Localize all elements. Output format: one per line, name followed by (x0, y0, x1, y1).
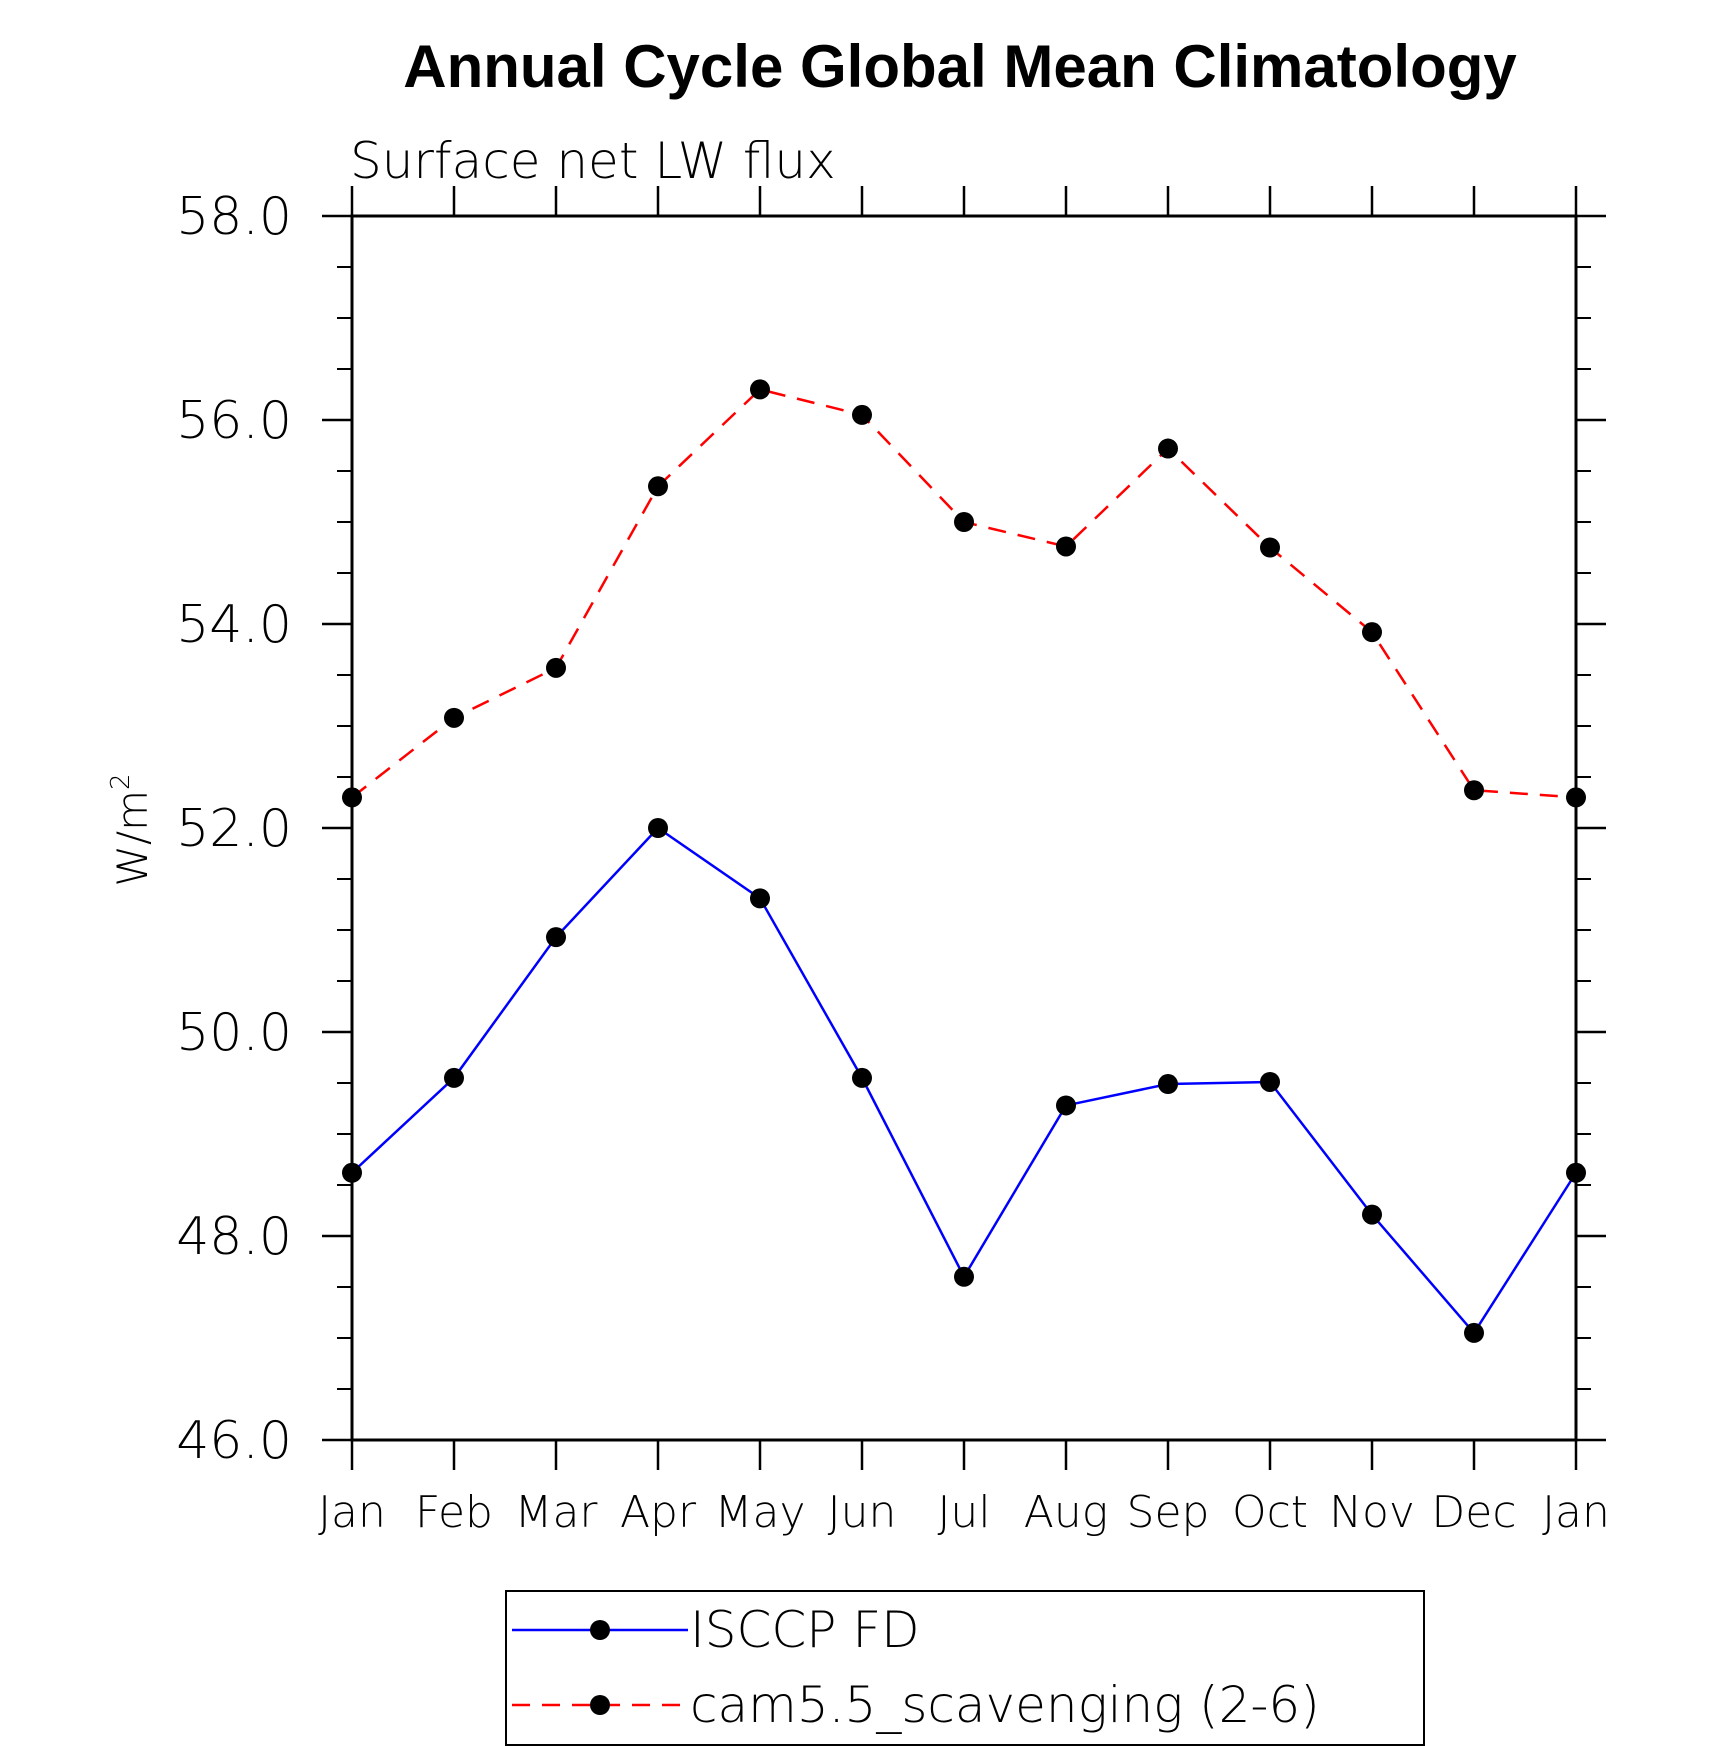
chart-title: Annual Cycle Global Mean Climatology (403, 33, 1517, 100)
series-0-point (852, 1067, 872, 1088)
series-0-point (1362, 1204, 1382, 1225)
series-1-point (1362, 622, 1382, 643)
x-tick-label: Apr (620, 1487, 697, 1538)
y-axis-label-text: W/m (108, 790, 157, 887)
x-tick-label: Jun (828, 1487, 897, 1538)
series-0-point (954, 1266, 974, 1287)
series-1-point (750, 379, 770, 400)
y-axis-label-superscript: 2 (106, 773, 136, 790)
series-0-point (1566, 1162, 1586, 1183)
x-tick-label: Jan (1542, 1487, 1610, 1538)
svg-text:W/m2: W/m2 (106, 773, 157, 886)
series-1-point (1260, 537, 1280, 558)
series-1-point (648, 476, 668, 497)
x-tick-label: May (715, 1487, 806, 1538)
series-0-point (1158, 1074, 1178, 1095)
y-tick-label: 56.0 (176, 391, 292, 451)
chart-subtitle: Surface net LW flux (350, 132, 836, 190)
y-tick-label: 46.0 (176, 1411, 292, 1471)
series-0-point (546, 927, 566, 948)
legend-box (505, 1590, 1425, 1746)
legend-marker-isccp (590, 1620, 610, 1640)
series-1-point (954, 512, 974, 532)
axes (322, 186, 1606, 1470)
series-1-point (1464, 780, 1484, 801)
series-line-1 (351, 388, 1577, 799)
series-1-point (444, 707, 464, 728)
legend-marker-cam (590, 1695, 610, 1715)
legend: ISCCP FD cam5.5_scavenging (2-6) (505, 1590, 1425, 1746)
x-tick-label: Jul (937, 1487, 990, 1538)
series-layer (342, 379, 1586, 1343)
series-0-point (750, 888, 770, 909)
series-1-point (1158, 438, 1178, 459)
x-tick-label: Feb (415, 1487, 493, 1538)
y-tick-label: 54.0 (176, 595, 292, 655)
x-tick-label: Mar (514, 1487, 598, 1538)
tick-labels: Jan Feb Mar Apr May Jun Jul Aug Sep Oct Nov Dec Jan 4… (176, 187, 1610, 1538)
x-tick-label: Sep (1127, 1487, 1210, 1538)
series-0-point (444, 1067, 464, 1088)
y-tick-label: 48.0 (176, 1207, 292, 1267)
series-1-point (342, 787, 362, 808)
x-tick-label: Aug (1024, 1487, 1108, 1538)
series-1-point (852, 404, 872, 425)
x-tick-label: Nov (1329, 1487, 1415, 1538)
series-0-point (648, 818, 668, 838)
series-0-point (342, 1162, 362, 1183)
legend-label-cam: cam5.5_scavenging (2-6) (690, 1676, 1320, 1734)
legend-label-isccp: ISCCP FD (690, 1601, 920, 1659)
y-axis-label: W/m2 (106, 773, 157, 886)
series-0-point (1056, 1095, 1076, 1116)
series-1-point (1566, 787, 1586, 808)
series-1-point (1056, 536, 1076, 557)
x-tick-label: Jan (318, 1487, 386, 1538)
series-0-point (1260, 1071, 1280, 1092)
y-tick-label: 52.0 (176, 799, 292, 859)
plot-frame (350, 214, 1578, 1442)
y-tick-label: 58.0 (176, 187, 292, 247)
series-0-point (1464, 1322, 1484, 1343)
series-1-point (546, 657, 566, 678)
x-tick-label: Dec (1431, 1487, 1516, 1538)
series-line-0 (351, 826, 1578, 1335)
y-tick-label: 50.0 (176, 1003, 292, 1063)
x-tick-label: Oct (1232, 1487, 1308, 1538)
